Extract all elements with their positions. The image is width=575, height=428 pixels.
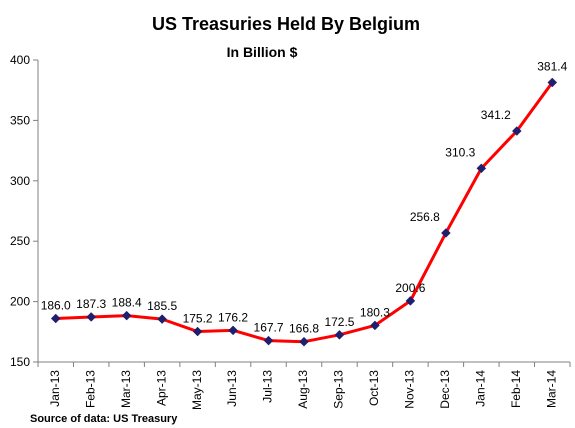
- x-tick-label: Mar-13: [119, 370, 133, 408]
- x-tick-label: Mar-14: [544, 370, 558, 408]
- x-tick-label: Jun-13: [225, 370, 239, 407]
- x-tick-label: Jul-13: [261, 370, 275, 403]
- data-label: 341.2: [481, 108, 511, 122]
- x-tick-label: Feb-13: [83, 370, 97, 408]
- x-tick-label: May-13: [190, 370, 204, 410]
- chart-title: US Treasuries Held By Belgium: [152, 14, 420, 34]
- y-tick-label: 300: [10, 174, 30, 188]
- data-label: 185.5: [147, 299, 177, 313]
- data-point-marker: [334, 329, 345, 340]
- x-tick-label: Oct-13: [367, 370, 381, 406]
- data-label: 186.0: [41, 299, 71, 313]
- x-tick-label: Aug-13: [296, 370, 310, 409]
- data-label: 256.8: [410, 210, 440, 224]
- chart-subtitle: In Billion $: [227, 44, 298, 60]
- data-label: 381.4: [537, 59, 567, 73]
- data-label: 180.3: [360, 305, 390, 319]
- data-point-marker: [476, 163, 487, 174]
- x-tick-label: Dec-13: [438, 370, 452, 409]
- y-axis-ticks: 150 200 250 300 350 400: [10, 53, 38, 369]
- data-point-marker: [121, 310, 132, 321]
- data-point-marker: [192, 326, 203, 337]
- series-group: [50, 77, 558, 347]
- data-labels: 186.0 187.3 188.4 185.5 175.2 176.2 167.7 166.8…: [41, 59, 568, 335]
- axes: [37, 60, 570, 363]
- x-tick-label: Apr-13: [154, 370, 168, 406]
- x-tick-label: Jan-13: [48, 370, 62, 407]
- x-axis-ticks: Jan-13 Feb-13 Mar-13 Apr-13 May-13 Jun-13 Jul-…: [37, 362, 571, 410]
- data-label: 166.8: [289, 322, 319, 336]
- data-point-marker: [263, 335, 274, 346]
- data-label: 187.3: [76, 297, 106, 311]
- data-point-marker: [299, 336, 309, 347]
- x-tick-label: Nov-13: [403, 370, 417, 409]
- x-tick-label: Sep-13: [332, 370, 346, 409]
- data-point-marker: [50, 313, 61, 324]
- data-point-marker: [157, 314, 167, 324]
- x-tick-label: Feb-14: [509, 370, 523, 408]
- data-point-marker: [547, 77, 558, 88]
- y-tick-label: 350: [10, 113, 30, 127]
- data-label: 310.3: [445, 145, 475, 159]
- y-tick-label: 200: [10, 295, 30, 309]
- data-label: 175.2: [183, 312, 213, 326]
- data-point-marker: [370, 320, 380, 331]
- data-label: 188.4: [112, 296, 142, 310]
- data-label: 167.7: [254, 321, 284, 335]
- source-note: Source of data: US Treasury: [30, 413, 178, 425]
- data-label: 200.6: [395, 281, 425, 295]
- data-point-marker: [511, 126, 522, 136]
- data-label: 172.5: [324, 315, 354, 329]
- y-tick-label: 250: [10, 234, 30, 248]
- x-tick-label: Jan-14: [474, 370, 488, 407]
- y-tick-label: 400: [10, 53, 30, 67]
- data-point-marker: [405, 296, 416, 306]
- data-label: 176.2: [218, 310, 248, 324]
- data-point-marker: [228, 325, 238, 336]
- data-point-marker: [86, 312, 97, 322]
- y-tick-label: 150: [10, 355, 30, 369]
- data-point-marker: [441, 228, 451, 238]
